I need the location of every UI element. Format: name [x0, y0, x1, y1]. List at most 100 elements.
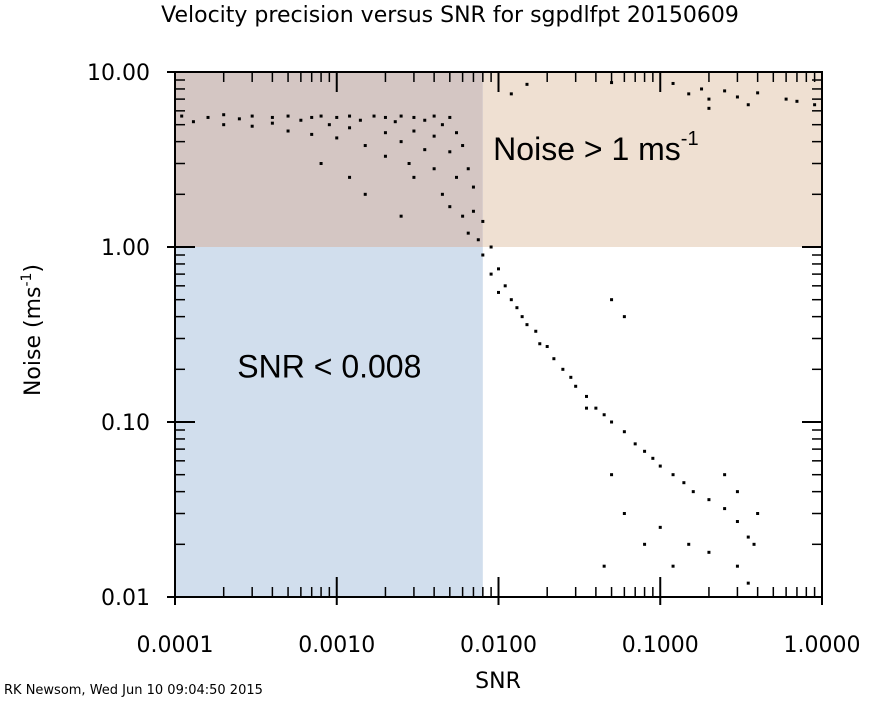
- y-tick-label: 0.10: [101, 411, 150, 436]
- x-tick-label: 0.0010: [298, 633, 375, 658]
- point: [399, 214, 403, 218]
- y-label-tail: ): [21, 264, 46, 273]
- point: [423, 148, 427, 152]
- point: [448, 115, 452, 119]
- point: [574, 384, 578, 388]
- point: [602, 564, 606, 568]
- point: [270, 121, 274, 125]
- point: [399, 114, 403, 118]
- point: [432, 167, 436, 171]
- point: [602, 413, 606, 417]
- point: [509, 92, 513, 96]
- point: [707, 498, 711, 502]
- annotation-text: Noise > 1 ms: [493, 131, 681, 167]
- point: [756, 91, 760, 95]
- point: [610, 473, 614, 477]
- point: [455, 175, 459, 179]
- point: [180, 114, 184, 118]
- point: [319, 114, 323, 118]
- point: [206, 115, 210, 119]
- point: [671, 473, 675, 477]
- point: [412, 129, 416, 133]
- point: [756, 512, 760, 516]
- y-tick-label: 0.01: [101, 586, 150, 611]
- y-tick-label: 1.00: [101, 236, 150, 261]
- point: [348, 175, 352, 179]
- point: [561, 367, 565, 371]
- point: [622, 315, 626, 319]
- point: [610, 420, 614, 424]
- point: [476, 238, 480, 242]
- y-tick-label: 10.00: [87, 61, 150, 86]
- point: [358, 118, 362, 122]
- point: [658, 464, 662, 468]
- point: [335, 115, 339, 119]
- point: [348, 126, 352, 130]
- annotation-sup: -1: [681, 128, 699, 150]
- point: [687, 542, 691, 546]
- point: [746, 103, 750, 107]
- point: [423, 118, 427, 122]
- point: [735, 95, 739, 99]
- region: [482, 72, 822, 247]
- point: [643, 542, 647, 546]
- point: [407, 162, 411, 166]
- point: [700, 87, 704, 91]
- x-axis-label: SNR: [475, 669, 521, 694]
- point: [471, 185, 475, 189]
- point: [399, 140, 403, 144]
- point: [538, 342, 542, 346]
- y-axis-label: Noise (ms-1): [19, 264, 46, 396]
- point: [723, 89, 727, 93]
- point: [335, 136, 339, 140]
- region: [175, 247, 483, 597]
- point: [682, 481, 686, 485]
- point: [363, 192, 367, 196]
- point: [515, 306, 519, 310]
- point: [327, 123, 331, 127]
- point: [222, 123, 226, 127]
- point: [383, 154, 387, 158]
- x-tick-label: 0.0100: [460, 633, 537, 658]
- point: [286, 114, 290, 118]
- point: [552, 357, 556, 361]
- point: [691, 490, 695, 494]
- point: [497, 267, 500, 271]
- x-tick-label: 0.1000: [622, 633, 699, 658]
- point: [481, 253, 485, 257]
- point: [299, 118, 303, 122]
- point: [471, 209, 475, 213]
- point: [658, 525, 662, 529]
- point: [643, 449, 647, 453]
- point: [348, 114, 352, 118]
- point: [222, 113, 226, 117]
- point: [651, 456, 655, 460]
- point: [440, 123, 444, 127]
- point: [461, 214, 465, 218]
- point: [525, 82, 529, 86]
- point: [489, 245, 493, 249]
- point: [813, 103, 817, 107]
- point: [569, 375, 573, 379]
- point: [622, 430, 626, 434]
- point: [707, 97, 711, 101]
- point: [707, 550, 711, 554]
- point: [310, 115, 314, 119]
- point: [735, 490, 739, 494]
- point: [310, 132, 314, 136]
- point: [237, 117, 241, 121]
- point: [448, 150, 452, 154]
- point: [383, 131, 387, 135]
- point: [610, 298, 614, 302]
- point: [534, 329, 538, 333]
- point: [319, 162, 323, 166]
- point: [723, 507, 727, 511]
- point: [489, 272, 493, 276]
- point: [671, 564, 675, 568]
- point: [372, 114, 376, 118]
- point: [363, 144, 367, 148]
- point: [671, 81, 675, 85]
- point: [594, 406, 598, 410]
- point: [525, 323, 529, 327]
